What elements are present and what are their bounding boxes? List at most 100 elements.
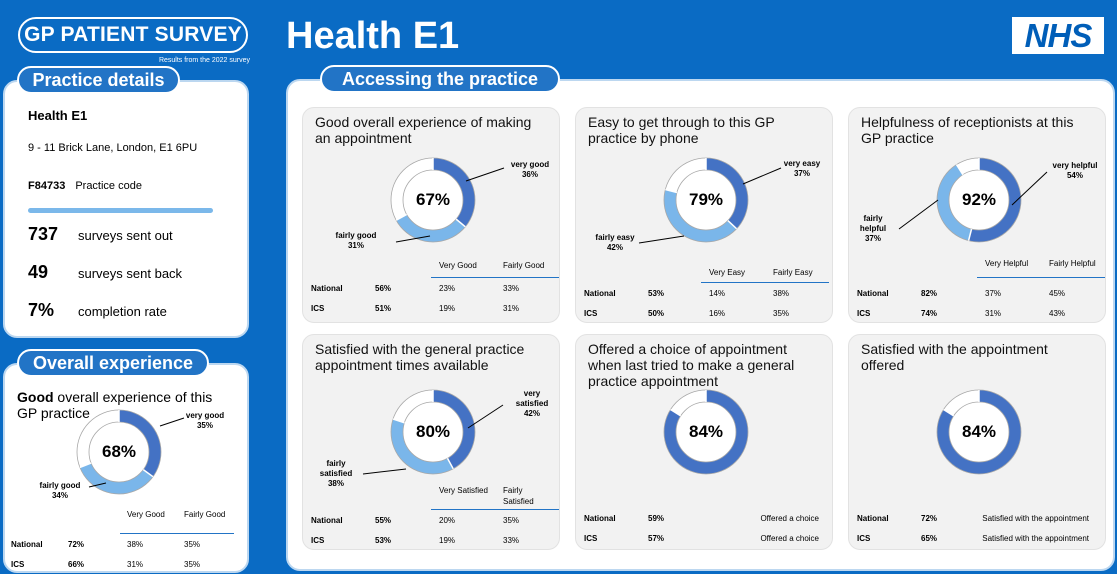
card-title: Satisfied with the appointment offered	[861, 341, 1048, 373]
table-row-name: National	[584, 514, 616, 523]
table-row-name: National	[311, 284, 343, 293]
stat-value: 7%	[28, 300, 55, 320]
table-row-total: 53%	[648, 289, 665, 298]
table-row-total: 82%	[921, 289, 938, 298]
donut-segment-light	[937, 164, 972, 241]
table-column-header: Very Satisfied	[439, 486, 488, 495]
table-header-rule	[977, 277, 1105, 278]
table-row-name: ICS	[857, 534, 871, 543]
label-leader-line	[159, 417, 185, 427]
practice-code-value: F84733	[28, 180, 66, 192]
donut-separator	[395, 213, 408, 221]
donut-segment-light	[664, 189, 737, 242]
table-row-total: 56%	[375, 284, 392, 293]
donut-separator	[670, 408, 682, 417]
table-row-total: 66%	[68, 560, 85, 569]
practice-details-heading: Practice details	[17, 66, 180, 94]
table-row-name: National	[857, 514, 889, 523]
table-column-header: Very Helpful	[985, 259, 1029, 268]
overall-question-bold: Good	[17, 389, 54, 405]
stat-completion: 7% completion rate	[28, 300, 167, 321]
table-row-total: 65%	[921, 534, 938, 543]
label-light-segment: fairly good 31%	[335, 231, 377, 250]
table-row-value-a: 31%	[127, 560, 144, 569]
practice-address: 9 - 11 Brick Lane, London, E1 6PU	[28, 142, 198, 154]
accessing-practice-heading: Accessing the practice	[320, 65, 560, 93]
label-light-segment: fairly good 34%	[39, 481, 81, 500]
table-row-total: 72%	[68, 540, 85, 549]
practice-code-label: Practice code	[75, 180, 142, 192]
donut-percentage: 80%	[415, 422, 451, 441]
donut-segment-dark	[432, 158, 475, 227]
label-leader-line	[395, 235, 431, 243]
donut-separator	[943, 408, 955, 417]
donut-segment-light	[79, 462, 153, 494]
table-row-total: 59%	[648, 514, 665, 523]
stat-value: 737	[28, 224, 59, 244]
donut-segment-dark	[705, 158, 748, 229]
table-column-header: Fairly Easy	[773, 268, 813, 277]
donut-segment-light	[391, 419, 454, 474]
donut-separator	[967, 228, 973, 241]
donut-segment-dark	[937, 390, 1021, 474]
table-row-value-a: 20%	[439, 516, 456, 525]
table-row-value-b: 31%	[503, 304, 520, 313]
card-title: Good overall experience of making an app…	[315, 114, 532, 146]
table-row-value-a: 16%	[709, 309, 726, 318]
donut-percentage: 84%	[688, 422, 724, 441]
table-row-value-b: 43%	[1049, 309, 1066, 318]
card-title: Satisfied with the general practice appo…	[315, 341, 525, 373]
table-column-header: Very Good	[127, 510, 165, 519]
overall-question-rest: overall experience of this GP practice	[17, 389, 213, 421]
overall-experience-heading: Overall experience	[17, 349, 209, 377]
donut-separator	[142, 469, 154, 478]
donut-separator	[446, 457, 454, 470]
table-row-description: Satisfied with the appointment	[982, 514, 1089, 523]
table-row-total: 53%	[375, 536, 392, 545]
table-row-value-b: 45%	[1049, 289, 1066, 298]
card-title: Offered a choice of appointment when las…	[588, 341, 795, 389]
metric-card: Good overall experience of making an app…	[302, 107, 560, 323]
label-light-segment: fairly satisfied 38%	[319, 459, 353, 488]
page-title: Health E1	[286, 15, 460, 57]
table-row-value-a: 31%	[985, 309, 1002, 318]
label-light-segment: fairly easy 42%	[595, 233, 635, 252]
stat-sent-back: 49 surveys sent back	[28, 262, 182, 283]
donut-separator	[455, 218, 466, 228]
table-column-header: Fairly Good	[184, 510, 226, 519]
donut-percentage: 84%	[961, 422, 997, 441]
table-header-rule	[431, 509, 559, 510]
table-row-total: 55%	[375, 516, 392, 525]
table-column-header: Fairly Good	[503, 261, 545, 270]
survey-logo: GP PATIENT SURVEY	[18, 17, 248, 53]
table-header-rule	[120, 533, 234, 534]
donut-percentage: 79%	[688, 190, 724, 209]
table-row-value-b: 38%	[773, 289, 790, 298]
table-row-total: 50%	[648, 309, 665, 318]
table-row-value-a: 19%	[439, 536, 456, 545]
donut-separator	[392, 418, 405, 424]
donut-separator	[665, 188, 678, 194]
metric-card: Offered a choice of appointment when las…	[575, 334, 833, 550]
metric-card: Easy to get through to this GP practice …	[575, 107, 833, 323]
table-row-name: National	[311, 516, 343, 525]
label-leader-line	[467, 404, 504, 429]
table-column-header: Fairly Satisfied	[503, 486, 534, 506]
label-dark-segment: very good 35%	[185, 411, 225, 430]
table-row-value-a: 19%	[439, 304, 456, 313]
practice-name: Health E1	[28, 108, 88, 123]
table-row-name: National	[11, 540, 43, 549]
label-dark-segment: very helpful 54%	[1052, 161, 1098, 180]
table-row-name: National	[584, 289, 616, 298]
table-row-name: ICS	[584, 309, 598, 318]
table-row-total: 57%	[648, 534, 665, 543]
practice-code: F84733 Practice code	[28, 180, 142, 192]
table-row-total: 51%	[375, 304, 392, 313]
table-row-value-b: 35%	[503, 516, 520, 525]
donut-chart	[362, 389, 504, 475]
overall-question: Good overall experience of this GP pract…	[17, 389, 232, 421]
donut-separator	[79, 462, 92, 469]
table-row-description: Satisfied with the appointment	[982, 534, 1089, 543]
